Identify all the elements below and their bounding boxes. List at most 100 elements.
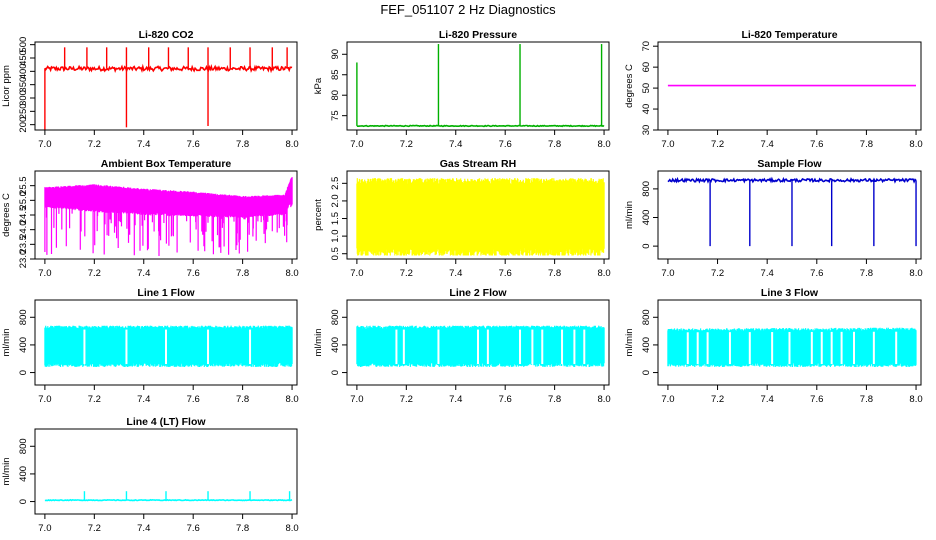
x-tick-label: 7.8 [548,394,561,405]
x-tick-label: 7.4 [137,394,150,405]
x-tick-label: 7.4 [761,394,774,405]
y-axis-label: ml/min [624,201,635,229]
panel-title: Ambient Box Temperature [101,158,232,170]
x-tick-label: 7.2 [400,268,413,279]
y-tick-label: 25.0 [18,191,29,210]
y-tick-label: 1.0 [330,230,341,243]
plot-frame [657,41,922,131]
panel-title: Line 2 Flow [449,287,507,299]
panel-6: Sample Flow ml/min 7.0 7.2 7.4 7.6 7.8 8.0 0 400 8… [624,158,923,279]
x-tick-label: 7.4 [761,268,774,279]
x-tick-label: 7.0 [661,139,674,150]
x-tick-label: 7.2 [711,268,724,279]
x-tick-label: 7.0 [350,139,363,150]
x-tick-label: 7.6 [499,394,512,405]
x-tick-label: 7.4 [761,139,774,150]
panel-title: Li-820 Pressure [439,29,517,41]
x-tick-label: 7.6 [187,394,200,405]
x-tick-label: 7.0 [38,268,51,279]
plot-frame [34,428,298,515]
y-axis-label: Licor ppm [1,65,12,107]
x-tick-label: 7.6 [499,139,512,150]
x-tick-label: 7.6 [187,268,200,279]
x-tick-label: 7.2 [88,268,101,279]
y-tick-label: 50 [641,83,652,94]
y-tick-label: 450 [18,50,29,66]
plot-frame [34,299,298,386]
y-tick-label: 400 [18,63,29,79]
y-tick-label: 400 [18,466,29,482]
y-tick-label: 0.5 [330,247,341,260]
y-tick-label: 85 [330,69,341,80]
panel-title: Line 4 (LT) Flow [126,416,206,428]
series-line [44,491,293,502]
y-tick-label: 800 [18,438,29,454]
y-axis-label: ml/min [624,329,635,357]
x-tick-label: 7.6 [810,394,823,405]
x-tick-label: 8.0 [597,268,610,279]
y-tick-label: 1.5 [330,212,341,225]
series-line [667,327,917,367]
x-tick-label: 7.8 [860,268,873,279]
y-tick-label: 80 [330,90,341,101]
x-tick-label: 7.8 [236,139,249,150]
panel-9: Line 3 Flow ml/min 7.0 7.2 7.4 7.6 7.8 8.0 0 400 8… [624,287,923,405]
y-tick-label: 60 [641,62,652,73]
x-tick-label: 8.0 [285,268,298,279]
x-tick-label: 7.2 [88,523,101,534]
x-tick-label: 7.6 [499,268,512,279]
y-tick-label: 0 [330,370,341,375]
panel-5: Gas Stream RH percent 7.0 7.2 7.4 7.6 7.8 8.0 0.… [313,158,611,279]
x-tick-label: 8.0 [909,139,922,150]
panel-10: Line 4 (LT) Flow ml/min 7.0 7.2 7.4 7.6 7.8 8.0… [1,416,299,534]
panel-3: Li-820 Temperature degrees C 7.0 7.2 7.4 7.6 7… [624,29,923,150]
y-tick-label: 0 [641,243,652,248]
x-tick-label: 8.0 [909,268,922,279]
panel-title: Sample Flow [757,158,822,170]
x-tick-label: 8.0 [909,394,922,405]
x-tick-label: 7.0 [350,268,363,279]
plot-frame [346,170,610,260]
y-tick-label: 2.0 [330,194,341,207]
x-tick-label: 7.2 [400,394,413,405]
y-tick-label: 400 [641,210,652,226]
y-axis-label: percent [313,199,324,231]
plot-frame [657,170,922,260]
panel-8: Line 2 Flow ml/min 7.0 7.2 7.4 7.6 7.8 8.0 0 400 8… [313,287,611,405]
y-tick-label: 400 [18,337,29,353]
plot-frame [657,299,922,386]
y-tick-label: 24.5 [18,206,29,225]
x-tick-label: 7.2 [88,139,101,150]
y-tick-label: 90 [330,49,341,60]
x-tick-label: 7.2 [400,139,413,150]
panel-title: Line 1 Flow [137,287,195,299]
x-tick-label: 7.4 [137,139,150,150]
x-tick-label: 7.8 [860,394,873,405]
x-tick-label: 7.2 [88,394,101,405]
x-tick-label: 7.0 [350,394,363,405]
series-line [356,44,605,128]
x-tick-label: 8.0 [285,523,298,534]
x-tick-label: 8.0 [597,139,610,150]
y-tick-label: 800 [641,181,652,197]
y-axis-label: degrees C [1,193,12,237]
x-tick-label: 7.0 [38,394,51,405]
series-line [356,178,605,256]
panel-7: Line 1 Flow ml/min 7.0 7.2 7.4 7.6 7.8 8.0 0 400 8… [1,287,299,405]
series-line [44,325,293,367]
y-tick-label: 30 [641,125,652,136]
x-tick-label: 7.0 [38,523,51,534]
y-tick-label: 800 [641,309,652,325]
panel-title: Li-820 CO2 [139,29,194,41]
x-tick-label: 7.6 [187,523,200,534]
x-tick-label: 7.0 [661,268,674,279]
y-tick-label: 70 [641,41,652,52]
figure-title: FEF_051107 2 Hz Diagnostics [380,2,556,17]
y-tick-label: 250 [18,103,29,119]
y-tick-label: 500 [18,37,29,53]
x-tick-label: 7.8 [236,268,249,279]
x-tick-label: 7.8 [548,139,561,150]
x-tick-label: 7.8 [860,139,873,150]
y-axis-label: ml/min [1,458,12,486]
